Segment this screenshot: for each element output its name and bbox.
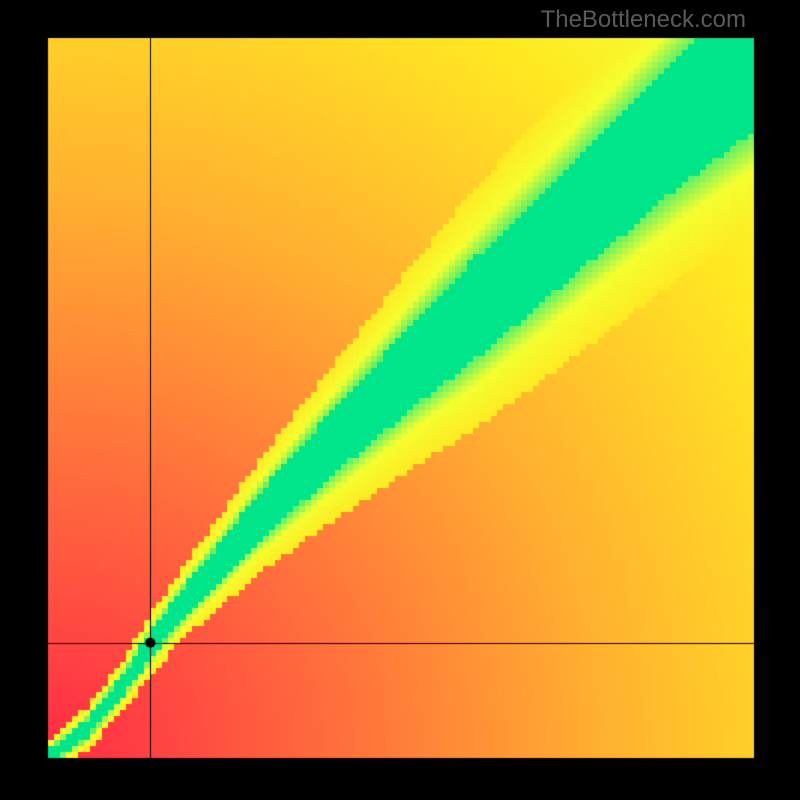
chart-container: TheBottleneck.com [0,0,800,800]
heatmap-canvas [0,0,800,800]
watermark-text: TheBottleneck.com [541,6,746,34]
